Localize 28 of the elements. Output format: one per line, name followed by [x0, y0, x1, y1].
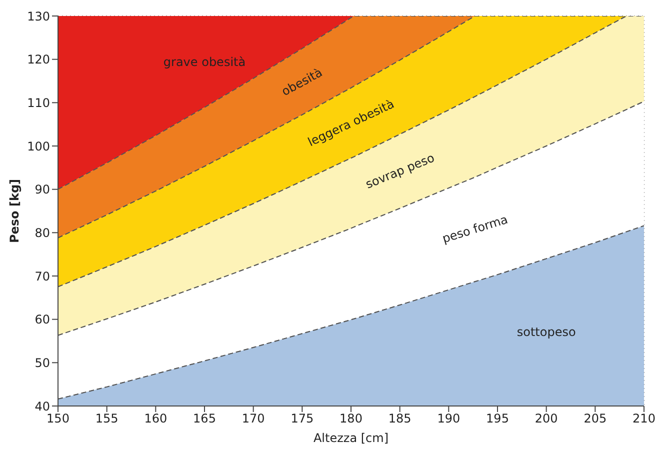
y-tick-label: 120 [27, 52, 50, 67]
y-tick-label: 80 [34, 226, 50, 240]
x-tick-label: 165 [193, 412, 216, 426]
y-axis-title: Peso [kg] [7, 178, 22, 244]
y-tick-label: 60 [34, 312, 50, 327]
y-tick-label: 110 [27, 96, 50, 110]
x-tick-label: 210 [632, 412, 656, 426]
y-tick-label: 90 [34, 182, 50, 197]
y-tick-label: 70 [34, 269, 50, 284]
x-tick-label: 205 [584, 412, 607, 426]
x-tick-label: 195 [486, 412, 509, 426]
x-tick-label: 200 [534, 412, 558, 426]
x-axis-title: Altezza [cm] [313, 431, 389, 445]
x-tick-label: 155 [95, 412, 118, 426]
x-tick-label: 160 [144, 412, 168, 426]
series-label: sottopeso [516, 325, 576, 340]
x-tick-label: 185 [388, 412, 412, 426]
y-tick-label: 100 [27, 139, 50, 154]
x-tick-label: 180 [340, 412, 362, 426]
x-tick-label: 175 [290, 412, 314, 426]
y-tick-label: 130 [27, 9, 50, 24]
x-tick-label: 170 [242, 412, 265, 426]
x-tick-label: 150 [46, 412, 70, 426]
y-tick-label: 50 [34, 356, 50, 370]
x-tick-label: 190 [437, 412, 460, 426]
y-tick-label: 40 [34, 399, 50, 414]
series-label: grave obesità [163, 54, 246, 69]
series-label: peso forma [440, 212, 510, 246]
